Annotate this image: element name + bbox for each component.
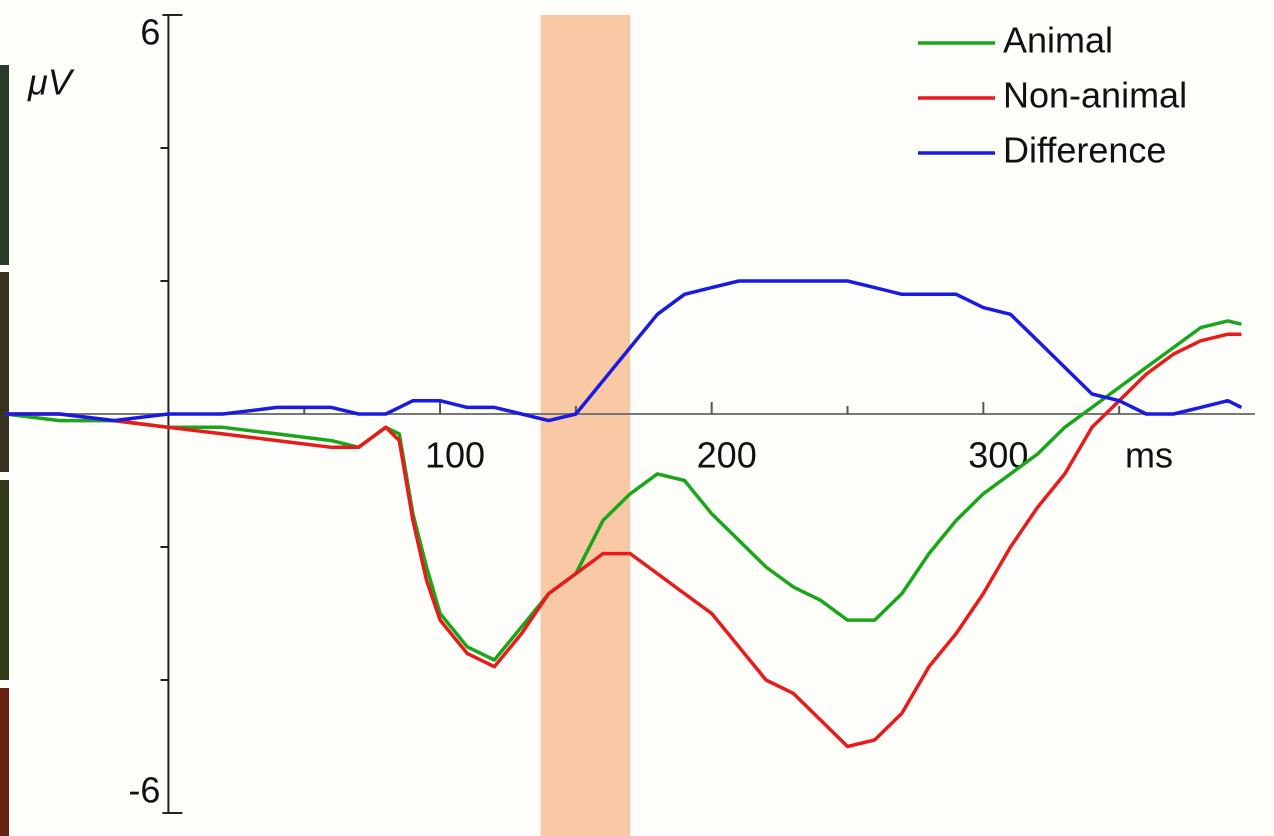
highlight-band — [540, 15, 631, 836]
y-tick-label: 6 — [140, 12, 160, 53]
x-tick-label: 200 — [697, 435, 757, 476]
image-strip — [0, 688, 9, 836]
image-strip — [0, 480, 9, 680]
legend-label: Non-animal — [1003, 75, 1187, 116]
legend-label: Animal — [1003, 20, 1113, 61]
legend-label: Difference — [1003, 130, 1166, 171]
image-strip — [0, 272, 9, 472]
y-axis-label: μV — [27, 62, 75, 103]
y-tick-label: -6 — [128, 770, 160, 811]
x-axis-label: ms — [1125, 435, 1173, 476]
x-tick-label: 100 — [425, 435, 485, 476]
series-line — [5, 332, 1242, 749]
series-line — [5, 279, 1243, 423]
image-strip — [0, 65, 9, 265]
